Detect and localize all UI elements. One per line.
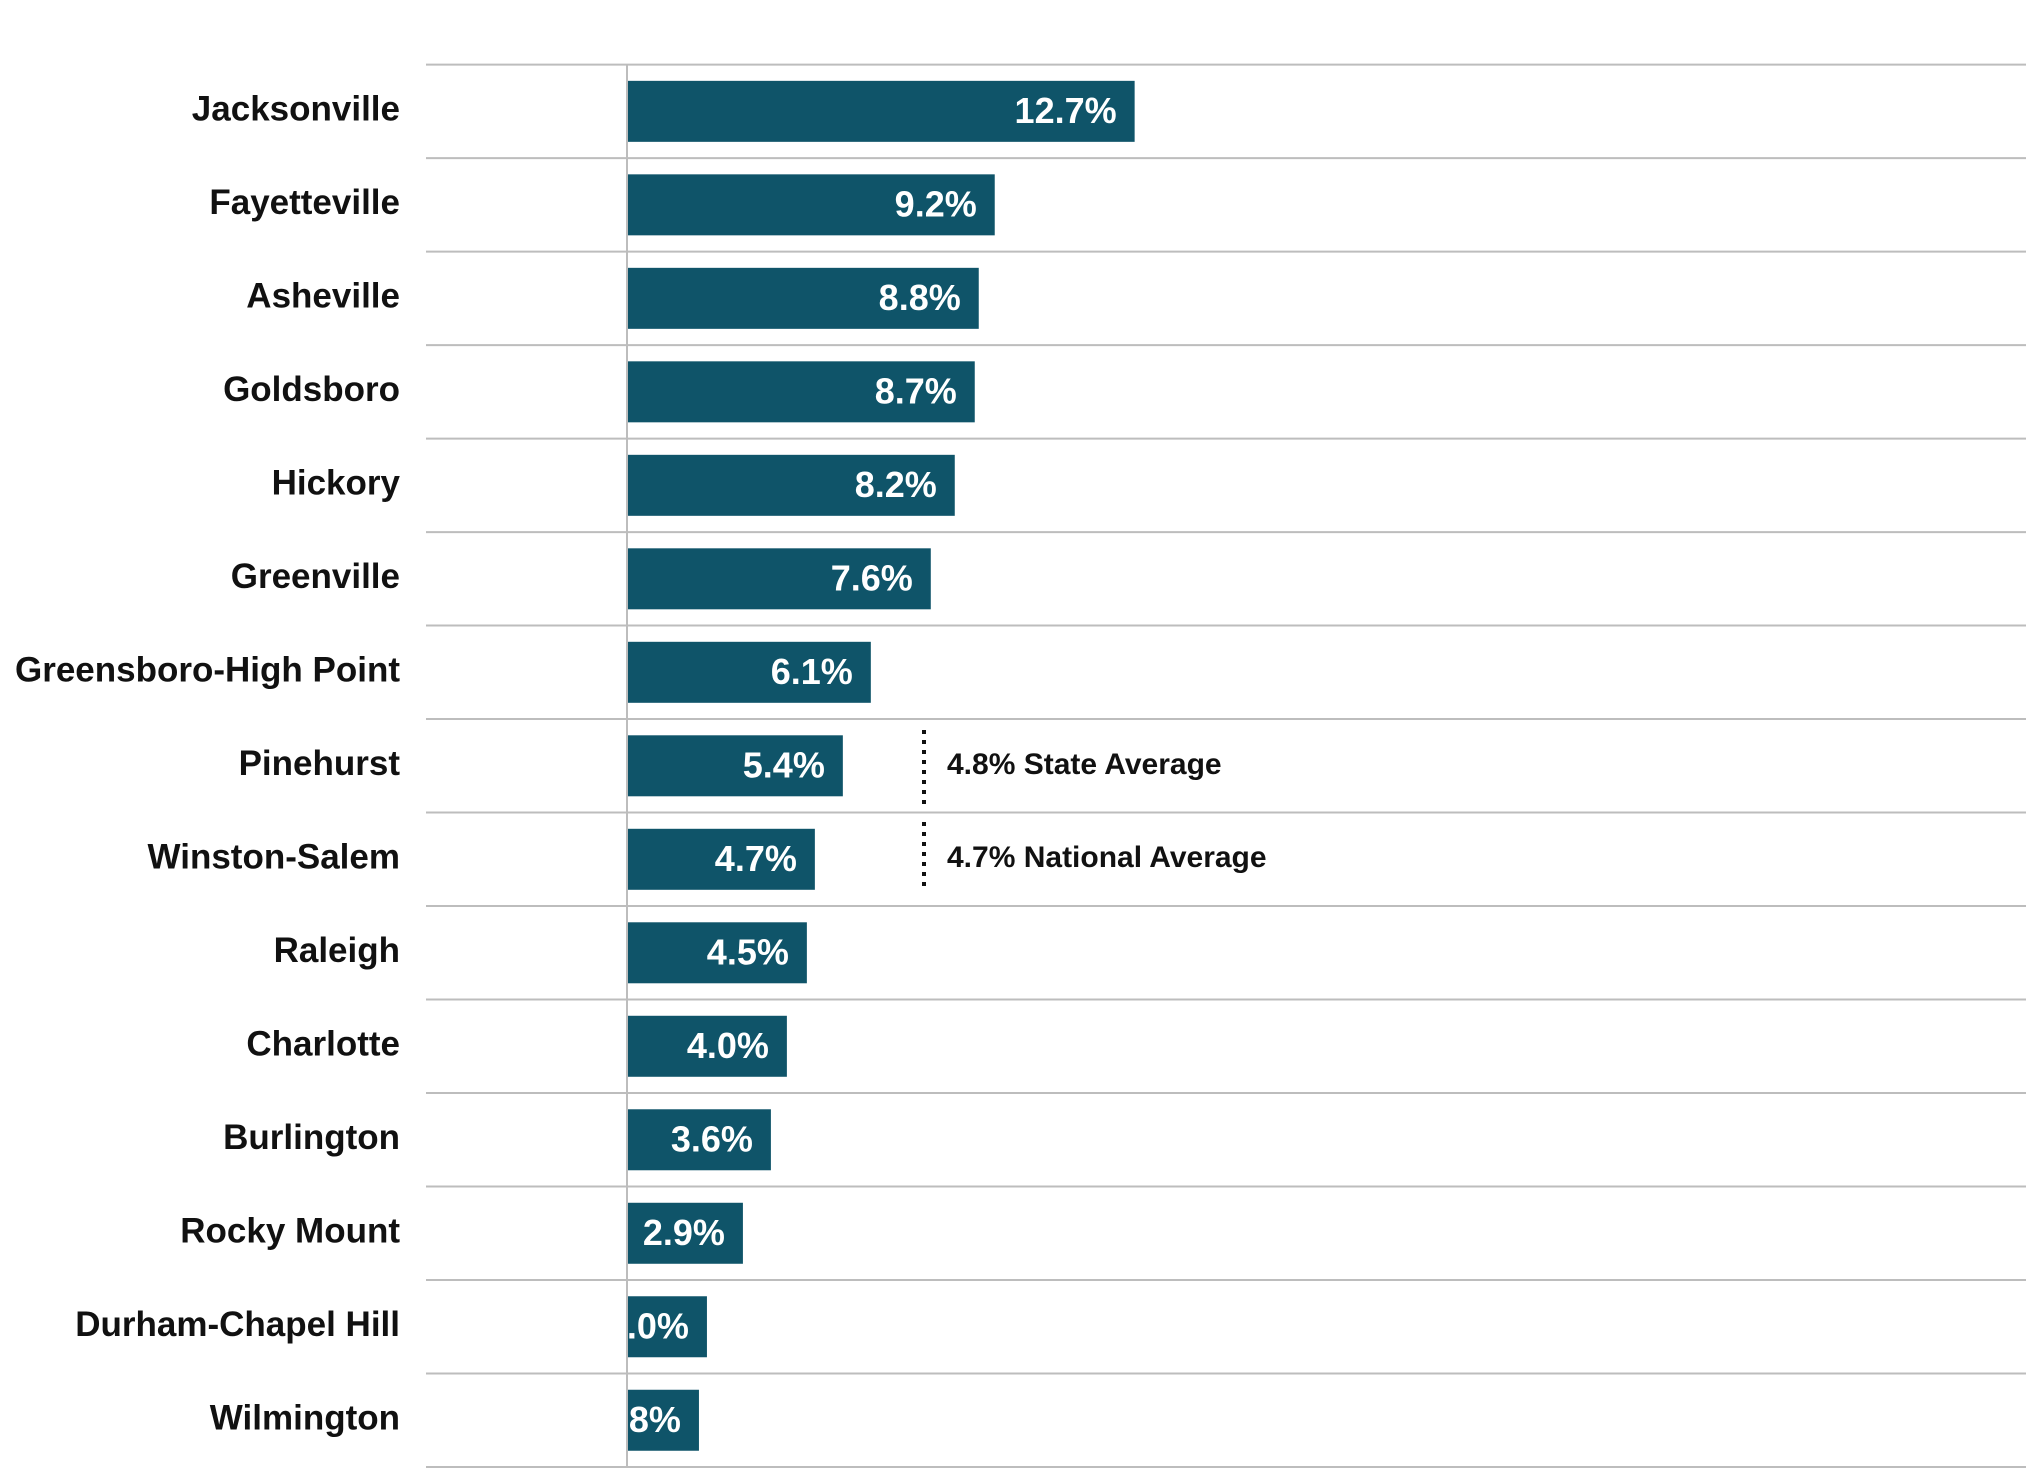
value-label: 6.1% xyxy=(771,651,853,692)
category-label: Fayetteville xyxy=(209,183,400,222)
value-label: 3.6% xyxy=(671,1118,753,1159)
bar xyxy=(627,828,815,890)
category-label: Rocky Mount xyxy=(180,1212,400,1251)
category-label: Wilmington xyxy=(210,1399,400,1438)
bar xyxy=(627,361,975,423)
category-label: Durham-Chapel Hill xyxy=(75,1305,400,1344)
category-label: Winston-Salem xyxy=(148,838,401,877)
value-label: 8.8% xyxy=(879,277,961,318)
category-label: Pinehurst xyxy=(239,744,401,783)
annotation: 4.8% State Average xyxy=(947,748,1222,781)
category-label: Asheville xyxy=(246,277,400,316)
category-label: Raleigh xyxy=(274,931,400,970)
value-label: 8.7% xyxy=(875,370,957,411)
value-label: 9.2% xyxy=(895,183,977,224)
bar xyxy=(627,1202,743,1264)
value-label: 1.8% xyxy=(599,1399,681,1440)
category-label: Hickory xyxy=(272,464,401,503)
category-label: Greenville xyxy=(231,557,400,596)
category-label: Greensboro-High Point xyxy=(15,651,400,690)
bar xyxy=(627,174,995,236)
value-label: 4.5% xyxy=(707,931,789,972)
value-label: 4.0% xyxy=(687,1025,769,1066)
category-label: Jacksonville xyxy=(192,90,400,129)
category-label: Burlington xyxy=(223,1118,400,1157)
annotation: 4.7% National Average xyxy=(947,841,1267,874)
value-label: 2.9% xyxy=(643,1212,725,1253)
bar xyxy=(627,80,1135,142)
bar xyxy=(627,1389,699,1451)
bar xyxy=(627,548,931,610)
value-label: 7.6% xyxy=(831,557,913,598)
value-label: 8.2% xyxy=(855,464,937,505)
bar xyxy=(627,1015,787,1077)
bar xyxy=(627,454,955,516)
value-label: 12.7% xyxy=(1015,90,1117,131)
bar xyxy=(627,1296,707,1358)
bar xyxy=(627,922,807,984)
category-label: Goldsboro xyxy=(223,370,400,409)
value-label: 2.0% xyxy=(607,1305,689,1346)
bar xyxy=(627,267,979,329)
category-label: Charlotte xyxy=(246,1025,400,1064)
bar xyxy=(627,1109,771,1171)
value-label: 5.4% xyxy=(743,744,825,785)
bar xyxy=(627,735,843,797)
value-label: 4.7% xyxy=(715,838,797,879)
bar xyxy=(627,641,871,703)
